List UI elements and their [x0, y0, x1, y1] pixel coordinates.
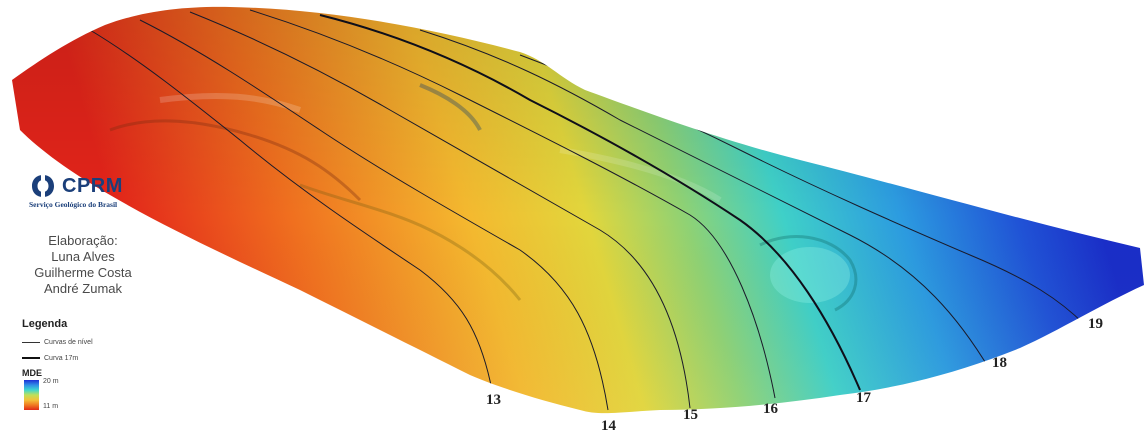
elevation-ramp: 20 m 11 m: [22, 378, 162, 412]
contour-label-14: 14: [601, 418, 617, 432]
ramp-max-label: 20 m: [43, 378, 59, 385]
legend-mde-title: MDE: [22, 368, 42, 378]
credits-author-3: André Zumak: [43, 281, 123, 296]
cprm-logo-icon: [32, 174, 54, 198]
thick-line-symbol: [22, 357, 40, 359]
contour-line-16: [249, 9, 776, 399]
terrain-shading: [12, 6, 1144, 414]
contour-label-17: 17: [856, 390, 872, 406]
contour-label-13: 13: [486, 392, 501, 408]
contour-line-17: [319, 14, 861, 391]
contour-line-13: [89, 29, 493, 391]
credits-author-2: Guilherme Costa: [34, 265, 132, 280]
contour-label-18: 18: [992, 355, 1007, 371]
color-ramp: [24, 380, 39, 410]
legend-item-17m: Curva 17m: [22, 352, 162, 364]
contour-label-16: 16: [763, 401, 779, 417]
legend-item-contours: Curvas de nível: [22, 336, 162, 348]
credits-heading: Elaboração:: [48, 233, 118, 248]
legend-item-label: Curva 17m: [44, 354, 79, 362]
credits-block: Elaboração: Luna Alves Guilherme Costa A…: [22, 233, 144, 297]
contour-labels: 13 14 15 16 17 18 19: [486, 316, 1103, 432]
legend-title: Legenda: [22, 318, 68, 330]
credits-author-1: Luna Alves: [51, 249, 115, 264]
thin-line-symbol: [22, 341, 40, 343]
contour-label-19: 19: [1088, 316, 1103, 332]
contour-line-15: [189, 11, 691, 409]
contour-line-18: [419, 29, 991, 371]
contour-label-15: 15: [683, 407, 698, 423]
map-legend: Legenda Curvas de nível Curva 17m MDE 20…: [22, 318, 162, 412]
ramp-min-label: 11 m: [43, 403, 59, 410]
legend-item-label: Curvas de nível: [44, 338, 93, 346]
logo-subtitle: Serviço Geológico do Brasil: [29, 200, 118, 209]
contour-line-14: [139, 19, 609, 411]
relief-details: [109, 83, 858, 312]
logo-name: CPRM: [62, 175, 123, 197]
cprm-logo: CPRM Serviço Geológico do Brasil: [26, 172, 156, 212]
